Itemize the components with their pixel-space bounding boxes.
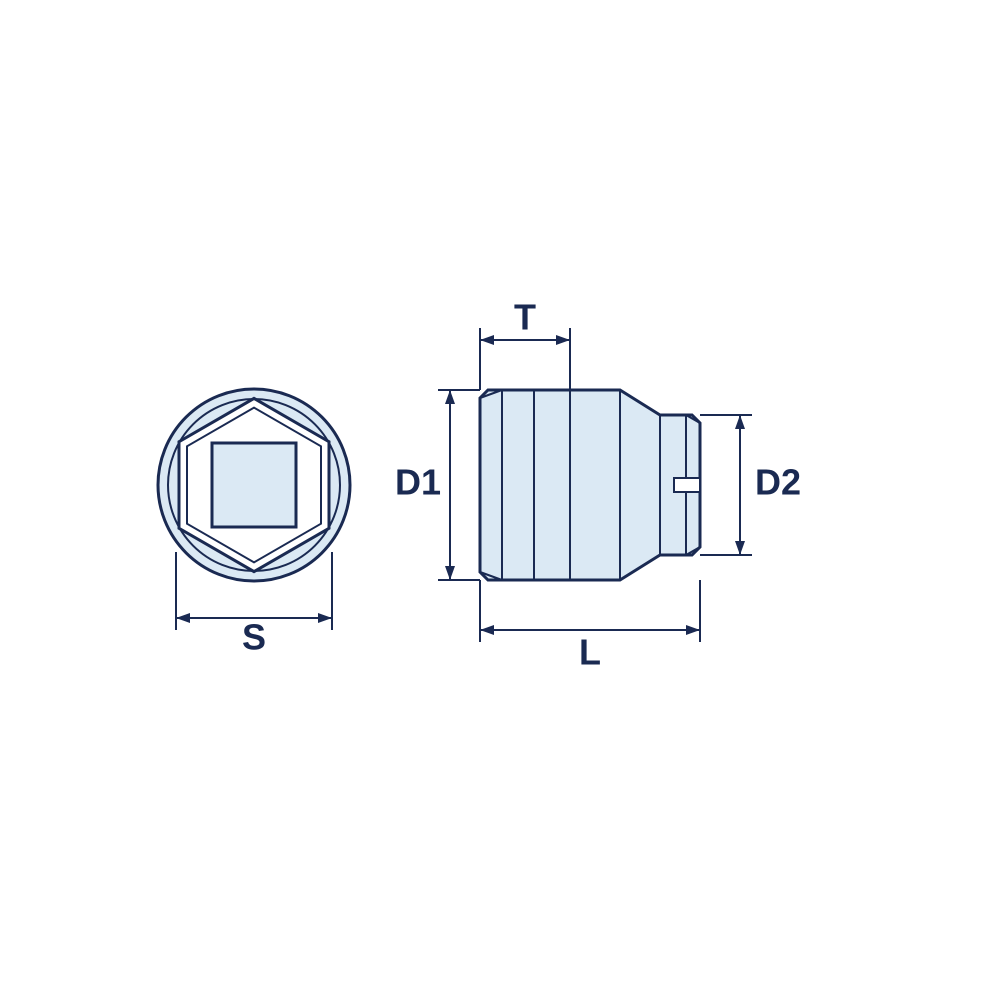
side-view: T D1 D2 L	[395, 297, 801, 673]
svg-text:T: T	[514, 297, 536, 338]
front-view: S	[158, 389, 350, 658]
svg-text:L: L	[579, 632, 601, 673]
svg-text:S: S	[242, 617, 266, 658]
svg-text:D2: D2	[755, 462, 801, 503]
svg-text:D1: D1	[395, 462, 441, 503]
